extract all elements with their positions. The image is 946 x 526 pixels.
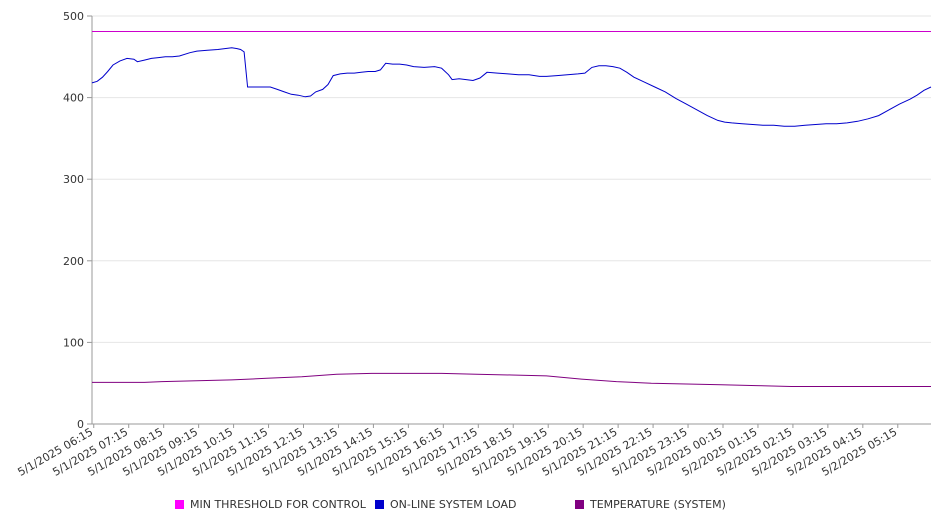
legend-item-min-threshold[interactable]: MIN THRESHOLD FOR CONTROL xyxy=(175,498,366,511)
y-tick-label: 500 xyxy=(63,10,84,23)
chart-legend: MIN THRESHOLD FOR CONTROL ON-LINE SYSTEM… xyxy=(0,498,946,514)
series-line-system-load xyxy=(91,47,932,127)
legend-item-system-load[interactable]: ON-LINE SYSTEM LOAD xyxy=(375,498,516,511)
y-tick-label: 0 xyxy=(77,418,84,431)
gridlines xyxy=(92,15,931,425)
legend-label: TEMPERATURE (SYSTEM) xyxy=(590,498,726,511)
legend-item-temperature[interactable]: TEMPERATURE (SYSTEM) xyxy=(575,498,726,511)
legend-swatch-system-load xyxy=(375,500,384,509)
y-tick-label: 200 xyxy=(63,255,84,268)
x-axis: 5/1/2025 06:155/1/2025 07:155/1/2025 08:… xyxy=(15,423,931,479)
legend-swatch-min-threshold xyxy=(175,500,184,509)
y-axis: 0 100 200 300 400 500 xyxy=(63,10,93,431)
y-tick-label: 100 xyxy=(63,336,84,349)
legend-label: MIN THRESHOLD FOR CONTROL xyxy=(190,498,366,511)
y-tick-label: 400 xyxy=(63,92,84,105)
series-line-temperature xyxy=(92,372,931,387)
y-tick-label: 300 xyxy=(63,173,84,186)
series-lines xyxy=(91,31,932,387)
legend-swatch-temperature xyxy=(575,500,584,509)
legend-label: ON-LINE SYSTEM LOAD xyxy=(390,498,517,511)
